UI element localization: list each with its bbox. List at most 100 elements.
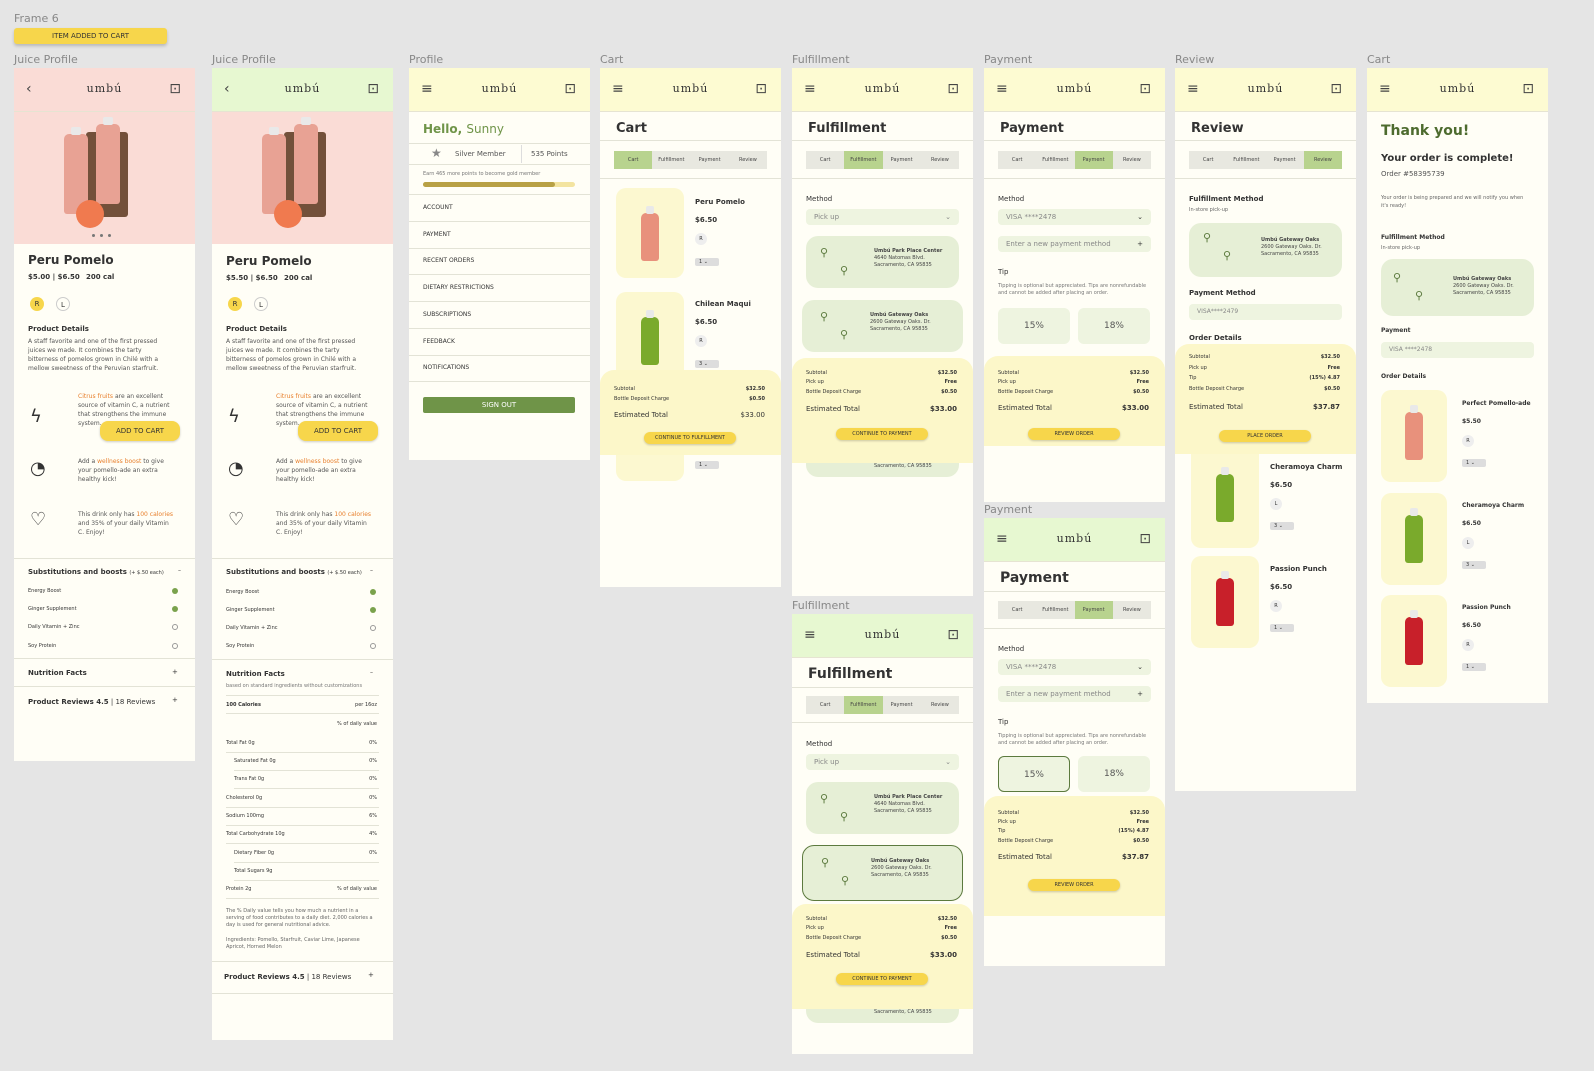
hamburger-menu-icon[interactable]: ≡ <box>804 81 816 97</box>
step-cart[interactable]: Cart <box>1202 157 1214 163</box>
profile-menu-item[interactable]: PAYMENT <box>423 230 451 238</box>
product-reviews-toggle[interactable]: Product Reviews 4.5 | 18 Reviews <box>224 973 352 981</box>
collapse-icon[interactable]: – <box>370 669 373 676</box>
step-review[interactable]: Review <box>930 702 949 708</box>
qty-select[interactable]: 3 ⌄ <box>695 360 719 368</box>
sub-radio[interactable] <box>370 625 376 631</box>
profile-menu-item[interactable]: RECENT ORDERS <box>423 257 475 265</box>
sub-radio-checked[interactable] <box>172 588 178 594</box>
step-payment[interactable]: Payment <box>1273 157 1296 163</box>
profile-menu-item[interactable]: FEEDBACK <box>423 337 455 345</box>
step-payment[interactable]: Payment <box>890 157 913 163</box>
collapse-icon[interactable]: – <box>370 567 373 574</box>
cart-icon[interactable]: ⊡ <box>1330 81 1342 97</box>
tip-option-15-selected[interactable]: 15% <box>998 756 1070 792</box>
place-order-button[interactable]: PLACE ORDER <box>1219 430 1311 442</box>
continue-to-fulfillment-button[interactable]: CONTINUE TO FULFILLMENT <box>644 432 736 444</box>
hamburger-menu-icon[interactable]: ≡ <box>996 531 1008 547</box>
tip-option-18[interactable]: 18% <box>1078 308 1150 344</box>
add-to-cart-button[interactable]: ADD TO CART <box>298 421 378 441</box>
cart-icon[interactable]: ⊡ <box>1139 531 1151 547</box>
card-select[interactable]: VISA ****2478 ⌄ <box>998 659 1151 675</box>
location-card-selected[interactable]: ⚲ ⚲ Umbú Gateway Oaks 2600 Gateway Oaks. … <box>802 845 963 901</box>
location-card[interactable]: ⚲ ⚲ Umbú Gateway Oaks 2600 Gateway Oaks. … <box>802 300 963 352</box>
step-payment[interactable]: Payment <box>890 702 913 708</box>
back-chevron-icon[interactable]: ‹ <box>26 81 32 97</box>
method-select[interactable]: Pick up ⌄ <box>806 754 959 770</box>
expand-icon[interactable]: + <box>172 696 178 704</box>
expand-icon[interactable]: + <box>368 971 374 979</box>
back-chevron-icon[interactable]: ‹ <box>224 81 230 97</box>
location-card[interactable]: ⚲ ⚲ Umbú Park Place Center 4640 Natomas B… <box>806 782 959 834</box>
sub-radio[interactable] <box>370 643 376 649</box>
review-order-button[interactable]: REVIEW ORDER <box>1028 879 1120 891</box>
step-fulfillment[interactable]: Fulfillment <box>1042 157 1069 163</box>
sub-radio-checked[interactable] <box>370 589 376 595</box>
tip-option-18[interactable]: 18% <box>1078 756 1150 792</box>
step-review[interactable]: Review <box>1303 151 1342 169</box>
step-cart[interactable]: Cart <box>614 151 653 169</box>
qty-select[interactable]: 3 ⌄ <box>1462 561 1486 569</box>
method-select[interactable]: Pick up ⌄ <box>806 209 959 225</box>
sign-out-button[interactable]: SIGN OUT <box>423 397 575 413</box>
step-fulfillment[interactable]: Fulfillment <box>1233 157 1260 163</box>
profile-menu-item[interactable]: SUBSCRIPTIONS <box>423 310 472 318</box>
cart-icon[interactable]: ⊡ <box>1139 81 1151 97</box>
profile-menu-item[interactable]: ACCOUNT <box>423 204 453 211</box>
step-cart[interactable]: Cart <box>1011 157 1023 163</box>
location-card[interactable]: ⚲ ⚲ Umbú Park Place Center 4640 Natomas B… <box>806 236 959 288</box>
cart-icon[interactable]: ⊡ <box>1522 81 1534 97</box>
card-select[interactable]: VISA ****2478 ⌄ <box>998 209 1151 225</box>
cart-icon[interactable]: ⊡ <box>755 81 767 97</box>
step-review[interactable]: Review <box>930 157 949 163</box>
hamburger-menu-icon[interactable]: ≡ <box>612 81 624 97</box>
expand-icon[interactable]: + <box>172 668 178 676</box>
qty-select[interactable]: 1 ⌄ <box>1462 663 1486 671</box>
review-order-button[interactable]: REVIEW ORDER <box>1028 428 1120 440</box>
sub-radio-checked[interactable] <box>172 606 178 612</box>
tip-option-15[interactable]: 15% <box>998 308 1070 344</box>
step-fulfillment[interactable]: Fulfillment <box>844 696 883 714</box>
step-review[interactable]: Review <box>1122 157 1141 163</box>
sub-radio[interactable] <box>172 643 178 649</box>
continue-to-payment-button[interactable]: CONTINUE TO PAYMENT <box>836 428 928 440</box>
step-cart[interactable]: Cart <box>1011 607 1023 613</box>
size-large-chip[interactable]: L <box>254 297 268 311</box>
sub-radio-checked[interactable] <box>370 607 376 613</box>
nutrition-facts-toggle[interactable]: Nutrition Facts <box>28 669 87 677</box>
step-payment[interactable]: Payment <box>698 157 721 163</box>
step-cart[interactable]: Cart <box>819 157 831 163</box>
new-payment-input[interactable]: Enter a new payment method + <box>998 686 1151 702</box>
nutrition-facts-title[interactable]: Nutrition Facts <box>226 670 285 678</box>
carousel-dot[interactable] <box>100 234 103 237</box>
cart-icon[interactable]: ⊡ <box>947 627 959 643</box>
cart-icon[interactable]: ⊡ <box>169 81 181 97</box>
qty-select[interactable]: 1 ⌄ <box>1462 459 1486 467</box>
step-fulfillment[interactable]: Fulfillment <box>658 157 685 163</box>
cart-icon[interactable]: ⊡ <box>947 81 959 97</box>
collapse-icon[interactable]: – <box>178 567 181 574</box>
carousel-dot[interactable] <box>92 234 95 237</box>
product-reviews-toggle[interactable]: Product Reviews 4.5 | 18 Reviews <box>28 698 156 706</box>
carousel-dot[interactable] <box>108 234 111 237</box>
new-payment-input[interactable]: Enter a new payment method + <box>998 236 1151 252</box>
hamburger-menu-icon[interactable]: ≡ <box>996 81 1008 97</box>
step-cart[interactable]: Cart <box>819 702 831 708</box>
step-review[interactable]: Review <box>1122 607 1141 613</box>
qty-select[interactable]: 1 ⌄ <box>695 461 719 469</box>
qty-select[interactable]: 3 ⌄ <box>1270 522 1294 530</box>
size-large-chip[interactable]: L <box>56 297 70 311</box>
qty-select[interactable]: 1 ⌄ <box>1270 624 1294 632</box>
profile-menu-item[interactable]: DIETARY RESTRICTIONS <box>423 284 494 292</box>
size-regular-chip[interactable]: R <box>30 297 44 311</box>
step-payment[interactable]: Payment <box>1074 151 1113 169</box>
step-fulfillment[interactable]: Fulfillment <box>1042 607 1069 613</box>
hamburger-menu-icon[interactable]: ≡ <box>421 81 433 97</box>
sub-radio[interactable] <box>172 624 178 630</box>
step-fulfillment[interactable]: Fulfillment <box>844 151 883 169</box>
size-regular-chip[interactable]: R <box>228 297 242 311</box>
hamburger-menu-icon[interactable]: ≡ <box>1187 81 1199 97</box>
step-review[interactable]: Review <box>738 157 757 163</box>
cart-icon[interactable]: ⊡ <box>367 81 379 97</box>
hamburger-menu-icon[interactable]: ≡ <box>804 627 816 643</box>
